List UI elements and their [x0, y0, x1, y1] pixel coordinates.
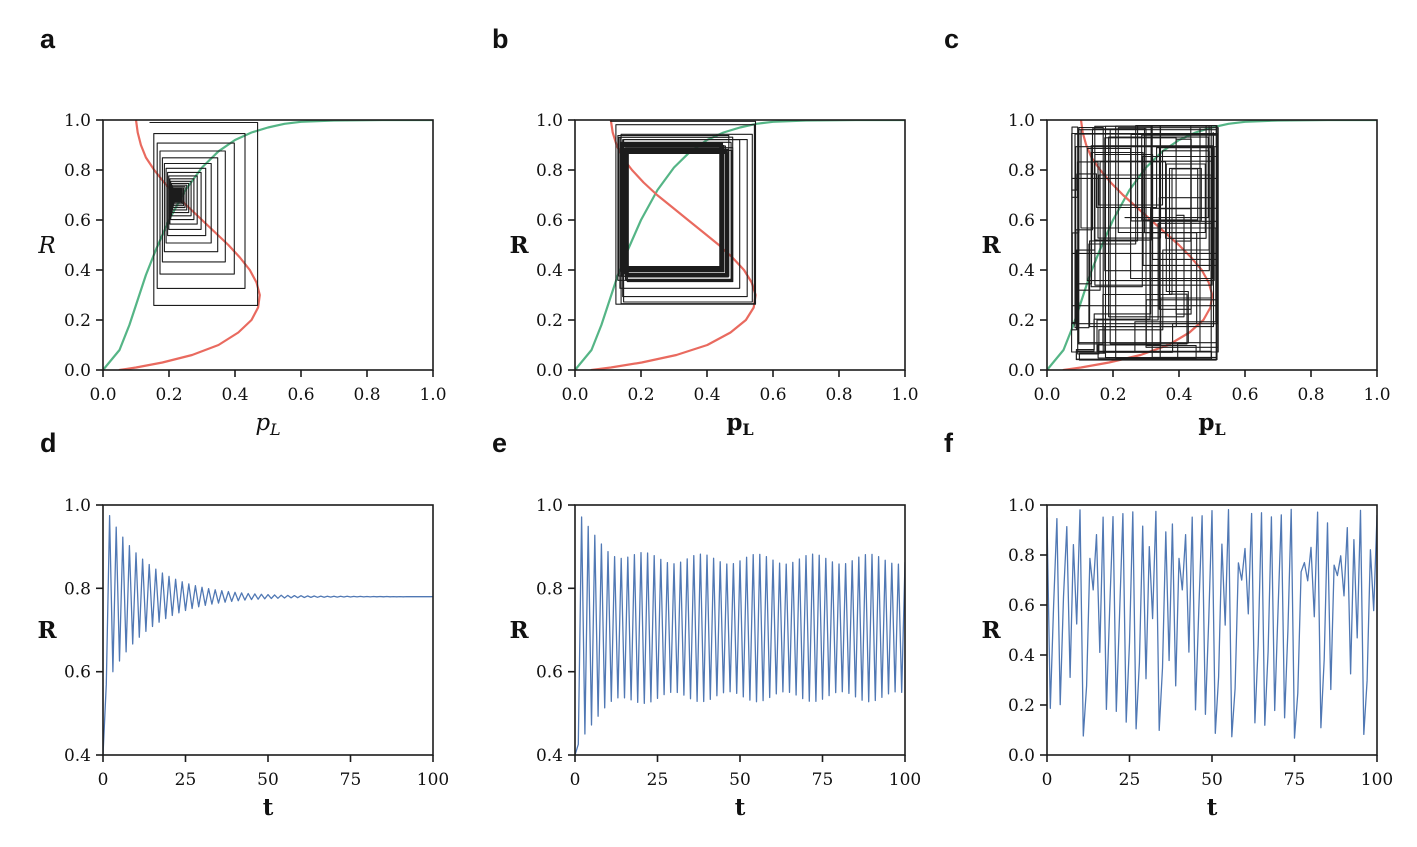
svg-text:pL: pL: [1198, 409, 1225, 439]
svg-text:50: 50: [1201, 770, 1223, 790]
svg-text:0.0: 0.0: [1008, 361, 1035, 381]
timeseries-plot-e: 0 25 50 75 100 0.4 0.6 0.8 1.0 Rt: [509, 496, 921, 821]
svg-text:0.0: 0.0: [1033, 385, 1060, 405]
svg-text:0.8: 0.8: [536, 579, 563, 599]
svg-text:t: t: [735, 794, 746, 821]
svg-text:50: 50: [257, 770, 279, 790]
svg-text:1.0: 1.0: [1363, 385, 1390, 405]
svg-text:100: 100: [417, 770, 449, 790]
svg-text:t: t: [1207, 794, 1218, 821]
svg-text:0.2: 0.2: [1008, 311, 1035, 331]
svg-text:0.4: 0.4: [221, 385, 248, 405]
svg-text:0.2: 0.2: [155, 385, 182, 405]
svg-text:0.8: 0.8: [64, 579, 91, 599]
svg-text:0.8: 0.8: [64, 161, 91, 181]
svg-text:0.4: 0.4: [1165, 385, 1192, 405]
svg-text:0: 0: [98, 770, 109, 790]
svg-text:R: R: [37, 617, 57, 644]
svg-text:0.8: 0.8: [1008, 546, 1035, 566]
panel-label-a: a: [40, 24, 56, 54]
panel-label-f: f: [944, 428, 953, 458]
svg-text:R: R: [37, 233, 55, 259]
svg-text:1.0: 1.0: [891, 385, 918, 405]
svg-text:1.0: 1.0: [1008, 111, 1035, 131]
svg-text:0.6: 0.6: [287, 385, 314, 405]
svg-text:R: R: [509, 617, 529, 644]
svg-text:0.6: 0.6: [536, 663, 563, 683]
svg-text:0.0: 0.0: [89, 385, 116, 405]
panel-label-c: c: [944, 24, 960, 54]
timeseries-plot-d: 0 25 50 75 100 0.4 0.6 0.8 1.0 Rt: [37, 496, 449, 821]
svg-text:0.2: 0.2: [536, 311, 563, 331]
svg-text:0.4: 0.4: [1008, 646, 1035, 666]
svg-text:R: R: [981, 617, 1001, 644]
svg-text:0.4: 0.4: [536, 261, 563, 281]
panel-label-e: e: [492, 428, 508, 458]
svg-text:25: 25: [647, 770, 669, 790]
svg-text:1.0: 1.0: [64, 496, 91, 516]
svg-text:25: 25: [175, 770, 197, 790]
svg-text:0.2: 0.2: [1008, 696, 1035, 716]
svg-text:0.0: 0.0: [536, 361, 563, 381]
svg-text:75: 75: [812, 770, 834, 790]
svg-text:0.8: 0.8: [1008, 161, 1035, 181]
svg-text:0.0: 0.0: [64, 361, 91, 381]
svg-text:0.4: 0.4: [693, 385, 720, 405]
cobweb-plot-b: 0.0 0.2 0.4 0.6 0.8 1.0 0.0 0.2 0.4 0.6 0.8 1.0 RpL: [509, 111, 918, 439]
svg-text:0.8: 0.8: [825, 385, 852, 405]
svg-text:0.4: 0.4: [64, 261, 91, 281]
svg-text:0.2: 0.2: [1099, 385, 1126, 405]
svg-text:0.8: 0.8: [1297, 385, 1324, 405]
svg-text:0.4: 0.4: [64, 746, 91, 766]
svg-text:75: 75: [1284, 770, 1306, 790]
svg-text:0.6: 0.6: [64, 211, 91, 231]
svg-text:R: R: [509, 232, 529, 259]
svg-text:1.0: 1.0: [64, 111, 91, 131]
svg-text:100: 100: [889, 770, 921, 790]
svg-text:0.6: 0.6: [1008, 596, 1035, 616]
svg-text:0.6: 0.6: [1008, 211, 1035, 231]
svg-text:0.6: 0.6: [759, 385, 786, 405]
svg-text:pL: pL: [726, 409, 753, 439]
panel-label-d: d: [40, 428, 57, 458]
cobweb-plot-c: 0.0 0.2 0.4 0.6 0.8 1.0 0.0 0.2 0.4 0.6 0.8 1.0 RpL: [981, 111, 1390, 439]
svg-text:0.0: 0.0: [561, 385, 588, 405]
svg-text:1.0: 1.0: [536, 111, 563, 131]
svg-text:50: 50: [729, 770, 751, 790]
svg-text:0.6: 0.6: [1231, 385, 1258, 405]
svg-text:25: 25: [1119, 770, 1141, 790]
svg-text:0.2: 0.2: [627, 385, 654, 405]
svg-text:100: 100: [1361, 770, 1393, 790]
svg-text:0: 0: [1042, 770, 1053, 790]
svg-text:0.4: 0.4: [1008, 261, 1035, 281]
svg-text:t: t: [263, 794, 274, 821]
svg-text:1.0: 1.0: [419, 385, 446, 405]
svg-text:0.6: 0.6: [536, 211, 563, 231]
svg-text:1.0: 1.0: [536, 496, 563, 516]
timeseries-plot-f: 0 25 50 75 100 0.0 0.2 0.4 0.6 0.8 1.0 Rt: [981, 496, 1393, 821]
svg-text:pL: pL: [255, 410, 280, 439]
svg-text:0: 0: [570, 770, 581, 790]
svg-text:0.6: 0.6: [64, 663, 91, 683]
panel-label-b: b: [492, 24, 509, 54]
svg-text:0.8: 0.8: [353, 385, 380, 405]
svg-text:0.8: 0.8: [536, 161, 563, 181]
svg-text:0.2: 0.2: [64, 311, 91, 331]
svg-text:1.0: 1.0: [1008, 496, 1035, 516]
svg-text:R: R: [981, 232, 1001, 259]
cobweb-plot-a: 0.0 0.2 0.4 0.6 0.8 1.0 0.0 0.2 0.4 0.6 0.8 1.0 RpL: [37, 111, 446, 439]
svg-text:0.0: 0.0: [1008, 746, 1035, 766]
svg-text:0.4: 0.4: [536, 746, 563, 766]
svg-text:75: 75: [340, 770, 362, 790]
